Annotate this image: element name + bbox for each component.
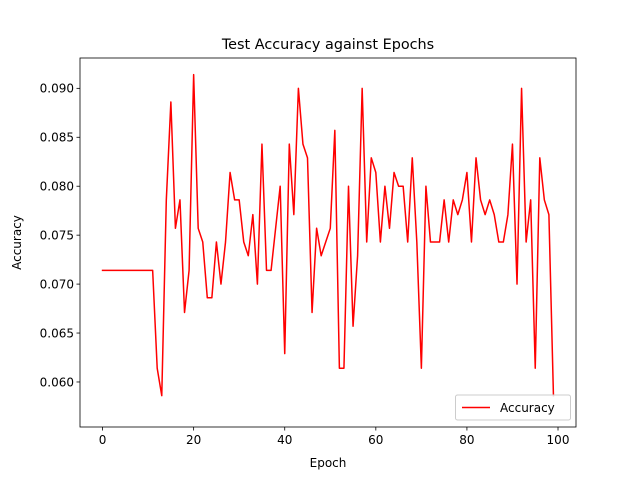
x-tick-label: 100 [547, 433, 570, 447]
x-axis-label: Epoch [310, 456, 347, 470]
y-tick-label: 0.065 [40, 326, 74, 340]
y-tick-label: 0.075 [40, 228, 74, 242]
x-tick-label: 0 [99, 433, 107, 447]
y-tick-label: 0.080 [40, 180, 74, 194]
x-tick-label: 20 [186, 433, 201, 447]
series-layer [101, 73, 555, 397]
y-axis-label: Accuracy [10, 215, 24, 270]
y-tick-label: 0.085 [40, 131, 74, 145]
y-tick-label: 0.090 [40, 82, 74, 96]
series-line-accuracy [101, 73, 555, 397]
plot-frame [79, 57, 577, 428]
y-tick-label: 0.070 [40, 277, 74, 291]
x-tick-label: 60 [368, 433, 383, 447]
y-tick-label: 0.060 [40, 375, 74, 389]
chart-title: Test Accuracy against Epochs [221, 37, 434, 53]
y-axis: 0.060 0.065 0.070 0.075 0.080 0.085 0.090 [40, 82, 80, 389]
legend-label: Accuracy [500, 401, 555, 415]
legend: Accuracy [455, 394, 571, 421]
legend-box [455, 394, 571, 421]
x-tick-label: 40 [277, 433, 292, 447]
x-axis: 0 20 40 60 80 100 [99, 427, 570, 447]
x-tick-label: 80 [459, 433, 474, 447]
